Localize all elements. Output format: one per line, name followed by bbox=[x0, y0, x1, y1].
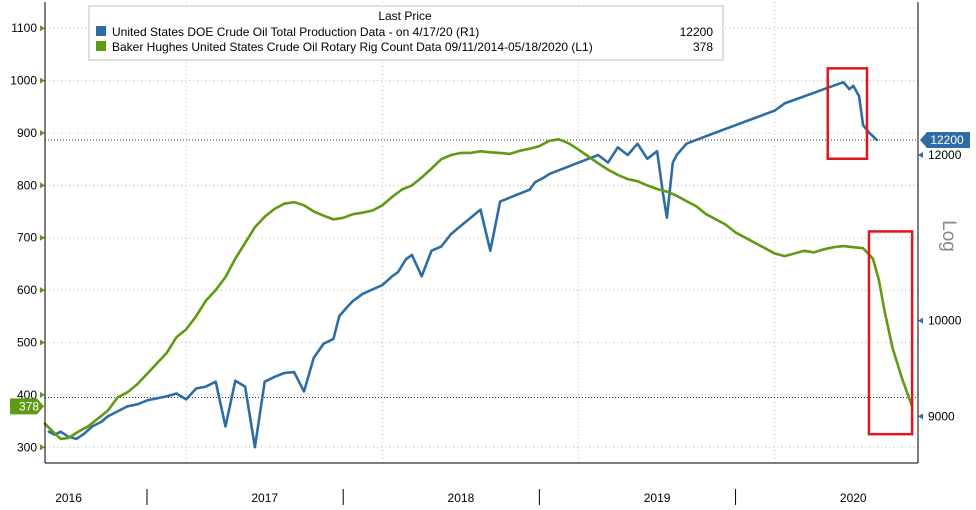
right-axis-scale-label: Log bbox=[938, 220, 959, 252]
right-tick-label: 10000 bbox=[928, 314, 962, 328]
right-tick-mark bbox=[918, 317, 923, 324]
legend: Last Price United States DOE Crude Oil T… bbox=[88, 5, 724, 61]
left-tick-label: 700 bbox=[17, 231, 37, 245]
left-tick-mark bbox=[40, 25, 45, 32]
legend-swatch-production bbox=[96, 26, 106, 36]
left-tick-mark bbox=[40, 129, 45, 136]
series-layer bbox=[43, 80, 914, 449]
left-tick-mark bbox=[40, 391, 45, 398]
grid bbox=[45, 2, 918, 463]
series-line-production bbox=[47, 80, 879, 449]
left-tick-label: 500 bbox=[17, 336, 37, 350]
current-value-badge-left: 378 bbox=[10, 398, 44, 415]
legend-title: Last Price bbox=[378, 9, 432, 23]
left-tick-mark bbox=[40, 287, 45, 294]
left-tick-label: 400 bbox=[17, 388, 37, 402]
left-tick-label: 600 bbox=[17, 283, 37, 297]
current-value-badge-right-text: 12200 bbox=[930, 133, 964, 147]
left-tick-label: 800 bbox=[17, 178, 37, 192]
highlight-box-rigs bbox=[867, 230, 914, 436]
right-tick-label: 12000 bbox=[928, 148, 962, 162]
right-tick-mark bbox=[918, 151, 923, 158]
left-tick-label: 300 bbox=[17, 440, 37, 454]
left-tick-mark bbox=[40, 339, 45, 346]
right-tick-label: 9000 bbox=[928, 409, 955, 423]
right-tick-mark bbox=[918, 413, 923, 420]
left-tick-label: 1000 bbox=[10, 74, 37, 88]
left-tick-mark bbox=[40, 182, 45, 189]
legend-box bbox=[88, 5, 724, 61]
left-tick-label: 1100 bbox=[11, 21, 37, 35]
left-tick-mark bbox=[40, 234, 45, 241]
x-tick-label: 2017 bbox=[251, 491, 278, 505]
highlight-boxes bbox=[826, 67, 914, 436]
x-tick-label: 2018 bbox=[448, 491, 475, 505]
legend-label-rigs: Baker Hughes United States Crude Oil Rot… bbox=[112, 40, 593, 54]
left-tick-mark bbox=[40, 444, 45, 451]
legend-value-rigs: 378 bbox=[693, 40, 713, 54]
series-line-rigs bbox=[43, 138, 914, 441]
tick-labels: 300 400 500 600 700 800 900 1000 1100 9000 10000 12… bbox=[10, 21, 961, 505]
x-axis-dividers bbox=[146, 489, 737, 505]
current-value-badge-left-text: 378 bbox=[19, 399, 39, 413]
x-tick-label: 2020 bbox=[840, 491, 867, 505]
legend-value-production: 12200 bbox=[680, 25, 714, 39]
x-tick-label: 2019 bbox=[644, 491, 671, 505]
legend-label-production: United States DOE Crude Oil Total Produc… bbox=[112, 25, 479, 39]
current-value-badge-right: 12200 bbox=[920, 131, 970, 148]
left-tick-mark bbox=[40, 77, 45, 84]
x-tick-label: 2016 bbox=[55, 491, 82, 505]
highlight-box-production bbox=[826, 67, 869, 161]
left-tick-label: 900 bbox=[17, 126, 37, 140]
legend-swatch-rigs bbox=[96, 41, 106, 51]
axes bbox=[44, 2, 919, 464]
